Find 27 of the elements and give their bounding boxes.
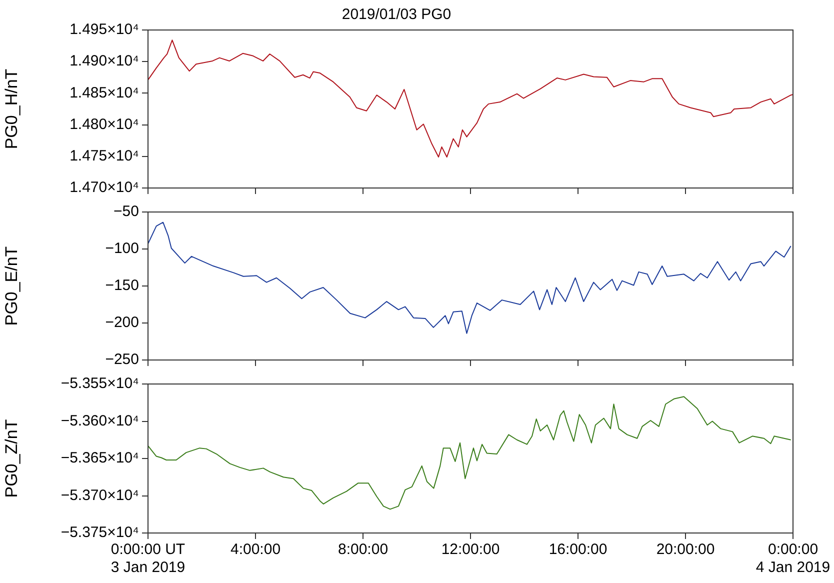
y-tick-label: −200 [105,314,139,332]
y-tick-label: 1.495×10⁴ [70,21,139,38]
y-axis-title: PG0_Z/nT [2,419,21,498]
y-tick-label: −250 [105,351,139,368]
y-tick-label: −5.375×10⁴ [60,524,139,542]
y-tick-label: 1.470×10⁴ [70,179,139,196]
y-tick-label: −50 [114,203,139,220]
y-tick-label: −100 [105,240,139,258]
y-axis-title: PG0_H/nT [2,68,21,150]
y-tick-label: 1.490×10⁴ [70,52,139,70]
y-tick-label: −150 [105,277,139,294]
y-axis-title: PG0_E/nT [2,246,21,326]
x-tick-label: 8:00:00 [338,541,388,558]
y-tick-label: −5.365×10⁴ [60,450,139,467]
y-tick-label: 1.480×10⁴ [70,116,139,133]
y-tick-label: 1.485×10⁴ [70,84,139,102]
y-tick-label: −5.355×10⁴ [60,375,139,392]
x-tick-label: 0:00:00 UT 3 Jan 2019 [110,541,186,576]
x-tick-label: 16:00:00 [548,541,608,558]
y-tick-label: −5.370×10⁴ [60,486,139,504]
x-tick-label: 12:00:00 [441,541,500,558]
y-tick-label: 1.475×10⁴ [70,148,139,165]
x-tick-label: 20:00:00 [656,541,715,558]
y-tick-label: −5.360×10⁴ [60,412,139,430]
x-tick-label: 0:00:00 4 Jan 2019 [756,541,830,576]
x-tick-label: 4:00:00 [230,541,281,558]
chart-title: 2019/01/03 PG0 [342,6,452,24]
